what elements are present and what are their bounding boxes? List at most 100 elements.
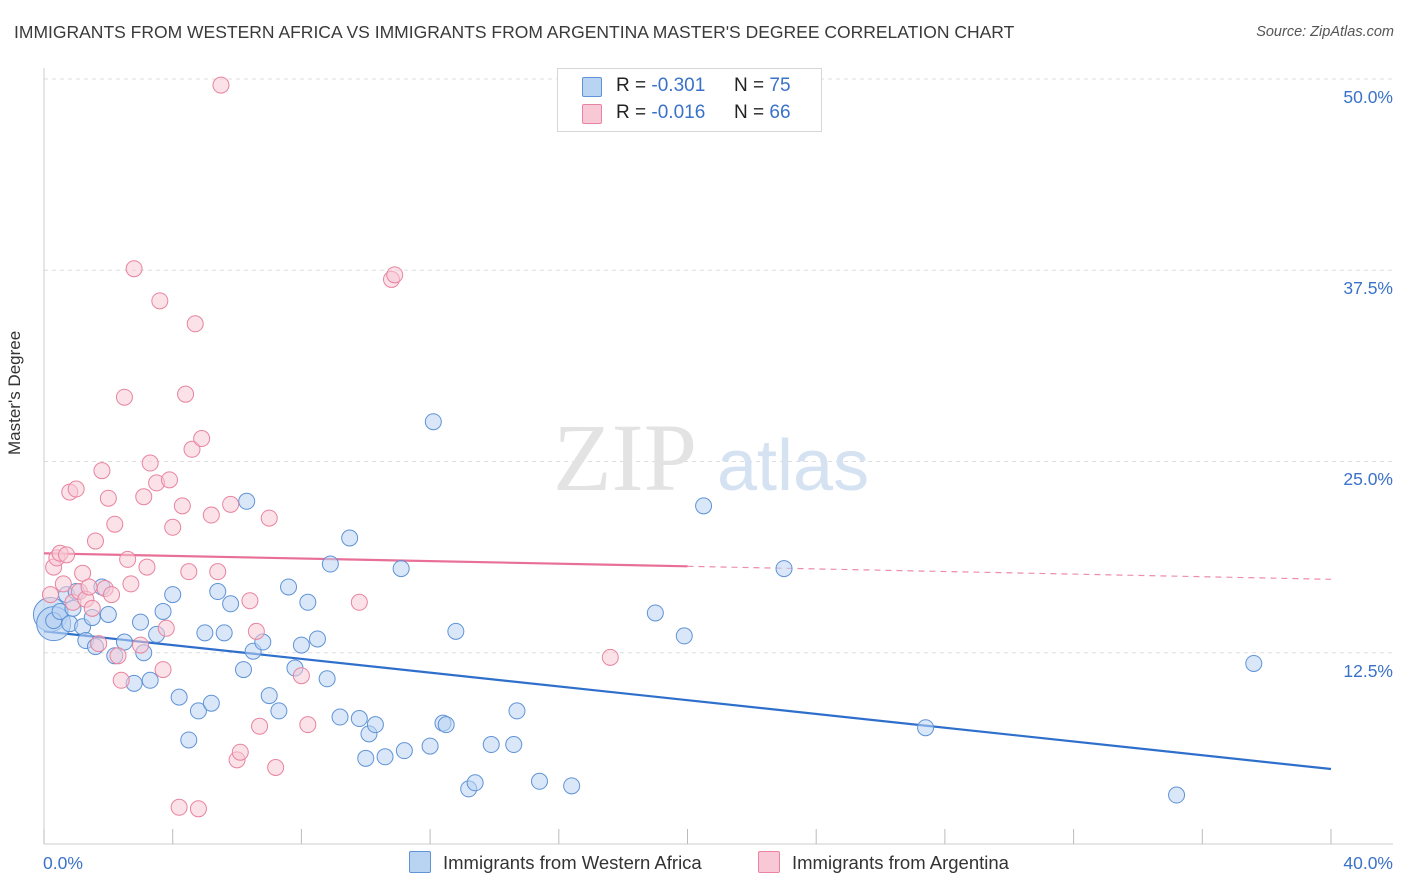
data-point-blue [1245,654,1263,672]
data-point-blue [357,749,375,767]
data-point-pink [132,636,150,654]
data-point-blue [395,742,413,760]
legend-n-blue: N = 75 [734,75,791,96]
data-point-blue [222,595,240,613]
data-point-pink [292,667,310,685]
data-point-blue [466,774,484,792]
data-point-pink [247,622,265,640]
data-point-pink [122,575,140,593]
y-tick-label: 12.5% [1343,661,1393,681]
data-point-blue [154,602,172,620]
data-point-blue [292,636,310,654]
trend-lines [43,552,1332,771]
data-point-pink [164,518,182,536]
data-point-blue [392,560,410,578]
data-point-pink [67,480,85,498]
data-point-blue [646,604,664,622]
data-point-pink [180,563,198,581]
legend-r-blue: R = -0.301 [616,75,706,96]
data-point-pink [93,462,111,480]
data-point-pink [299,716,317,734]
data-point-pink [177,385,195,403]
data-point-blue [115,633,133,651]
y-tick-label: 50.0% [1343,87,1393,107]
data-point-blue [215,624,233,642]
data-point-pink [41,586,59,604]
data-point-blue [350,710,368,728]
data-point-pink [189,800,207,818]
bottom-legend-swatch-pink [758,851,780,873]
data-point-pink [109,647,127,665]
watermark: ZIP atlas [553,404,869,511]
source-label: Source: ZipAtlas.com [1256,24,1394,40]
bottom-legend-pink: Immigrants from Argentina [758,851,1009,874]
bottom-legend-label-pink: Immigrants from Argentina [792,852,1009,873]
data-point-blue [775,560,793,578]
data-point-pink [160,471,178,489]
data-point-pink [115,388,133,406]
data-point-blue [695,497,713,515]
x-tick-min: 0.0% [43,853,83,873]
data-point-blue [563,777,581,795]
data-point-blue [437,716,455,734]
data-point-blue [132,613,150,631]
axes [43,68,1393,845]
data-point-blue [308,630,326,648]
data-point-blue [366,716,384,734]
legend-swatch-blue [582,77,602,97]
chart-title: IMMIGRANTS FROM WESTERN AFRICA VS IMMIGR… [14,22,1015,42]
data-point-pink [154,661,172,679]
data-point-blue [270,702,288,720]
data-point-pink [183,440,201,458]
data-point-pink [112,671,130,689]
data-point-pink [141,454,159,472]
data-point-blue [202,694,220,712]
data-point-blue [508,702,526,720]
data-point-pink [106,515,124,533]
data-point-pink [222,495,240,513]
data-point-blue [318,670,336,688]
data-point-pink [212,76,230,94]
data-point-pink [135,488,153,506]
data-point-blue [99,606,117,623]
data-point-pink [350,593,368,611]
data-point-blue [180,731,198,749]
data-point-blue [421,737,439,755]
bottom-legend-swatch-blue [409,851,431,873]
data-point-pink [386,266,404,284]
data-point-blue [260,687,278,705]
data-point-pink [601,648,619,666]
trend-line-pink [43,552,688,568]
data-point-pink [251,717,269,735]
data-point-blue [917,719,935,737]
data-points [32,76,1263,818]
data-point-blue [299,593,317,611]
data-point-pink [231,743,249,761]
data-point-blue [1168,786,1186,804]
data-point-blue [376,748,394,766]
data-point-blue [530,772,548,790]
data-point-blue [424,413,442,431]
data-point-blue [675,627,693,645]
data-point-blue [280,578,298,596]
data-point-pink [173,497,191,515]
watermark-zip: ZIP [553,404,697,511]
legend-swatch-pink [582,104,602,124]
data-point-pink [186,315,204,333]
data-point-blue [482,736,500,754]
data-point-pink [103,586,121,604]
data-point-pink [125,260,143,278]
data-point-pink [74,564,92,582]
data-point-blue [341,529,359,547]
data-point-pink [83,599,101,617]
bottom-legend-blue: Immigrants from Western Africa [409,851,702,874]
data-point-blue [164,586,182,604]
legend-n-pink: N = 66 [734,102,791,123]
data-point-blue [234,661,252,679]
data-point-blue [238,492,256,510]
data-point-pink [193,430,211,448]
stats-legend: R = -0.301 N = 75 R = -0.016 N = 66 [557,68,822,132]
data-point-pink [202,506,220,524]
bottom-legend-label-blue: Immigrants from Western Africa [443,852,702,873]
data-point-pink [151,292,169,310]
